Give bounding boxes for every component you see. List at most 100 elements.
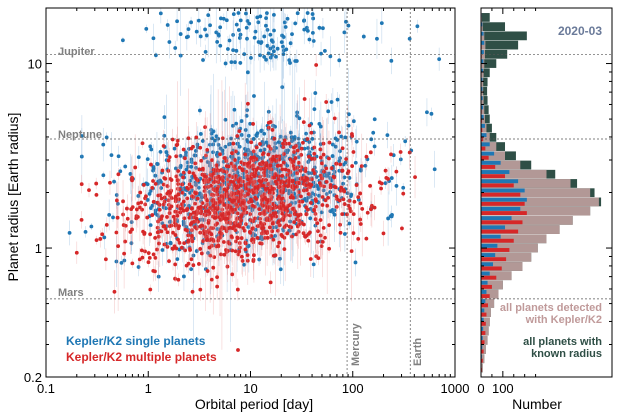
data-point (237, 249, 242, 254)
data-point (227, 241, 232, 246)
data-point (307, 154, 311, 159)
data-point (254, 145, 259, 150)
data-point (243, 155, 248, 160)
data-point (364, 154, 369, 159)
data-point (227, 215, 232, 219)
data-point (251, 122, 256, 126)
data-point (356, 195, 361, 200)
data-point (342, 30, 347, 35)
data-point (334, 204, 339, 209)
data-point (329, 100, 334, 104)
data-point (182, 216, 187, 221)
data-point (194, 216, 199, 221)
data-point (148, 287, 153, 292)
data-point (288, 210, 293, 215)
data-point (225, 206, 229, 210)
data-point (360, 207, 365, 211)
data-point (243, 128, 248, 132)
data-point (218, 43, 223, 48)
data-point (203, 213, 208, 218)
data-point (288, 219, 293, 224)
data-point (195, 211, 200, 216)
data-point (287, 213, 292, 218)
data-point (282, 183, 287, 188)
data-point (215, 227, 220, 231)
data-point (305, 207, 310, 212)
data-point (193, 191, 198, 196)
data-point (201, 178, 206, 183)
hist-bar (481, 165, 496, 169)
data-point (288, 41, 293, 46)
data-point (319, 51, 323, 56)
ref-label-earth: Earth (412, 338, 424, 366)
data-point (208, 163, 212, 168)
data-point (185, 160, 190, 165)
data-point (237, 144, 242, 149)
data-point (274, 154, 279, 159)
data-point (223, 156, 227, 160)
data-point (264, 57, 269, 62)
data-point (326, 195, 331, 200)
data-point (244, 25, 249, 30)
data-point (243, 241, 248, 246)
data-point (139, 200, 144, 205)
data-point (251, 158, 256, 163)
data-point (198, 145, 203, 150)
data-point (233, 207, 238, 212)
data-point (306, 238, 311, 243)
data-point (136, 194, 141, 198)
data-point (160, 168, 165, 173)
data-point (175, 138, 180, 143)
data-point (358, 222, 363, 226)
data-point (291, 153, 296, 158)
data-point (268, 163, 273, 168)
data-point (272, 205, 277, 210)
hist-bar (481, 197, 527, 202)
data-point (226, 211, 231, 216)
data-point (136, 201, 141, 206)
data-point (156, 193, 161, 198)
data-point (236, 190, 241, 194)
data-point (295, 113, 299, 118)
data-point (346, 203, 351, 208)
data-point (277, 185, 282, 189)
data-point (188, 212, 193, 217)
data-point (257, 207, 262, 212)
data-point (199, 251, 204, 256)
data-point (181, 199, 186, 204)
data-point (129, 241, 134, 246)
data-point (306, 231, 311, 236)
data-point (288, 144, 293, 149)
data-point (282, 247, 287, 252)
data-point (266, 125, 271, 130)
data-point (173, 209, 178, 214)
data-point (102, 235, 107, 240)
data-point (260, 197, 265, 202)
data-point (398, 150, 403, 154)
data-point (229, 234, 234, 239)
data-point (182, 274, 186, 279)
data-point (147, 192, 152, 196)
data-point (128, 172, 133, 176)
hist-bar (481, 336, 483, 341)
data-point (264, 23, 268, 28)
data-point (190, 289, 195, 294)
data-point (198, 108, 202, 113)
data-point (79, 134, 84, 138)
data-point (181, 208, 186, 213)
data-point (225, 220, 229, 225)
data-point (143, 249, 147, 254)
data-point (365, 210, 370, 215)
data-point (359, 168, 363, 173)
data-point (390, 212, 394, 217)
data-point (295, 224, 300, 229)
data-point (309, 157, 314, 161)
hist-bar (481, 31, 484, 36)
data-point (142, 231, 147, 235)
data-point (159, 180, 163, 184)
data-point (212, 255, 217, 260)
data-point (266, 174, 271, 178)
hist-bar (481, 294, 490, 299)
data-point (248, 212, 253, 217)
data-point (332, 116, 337, 121)
